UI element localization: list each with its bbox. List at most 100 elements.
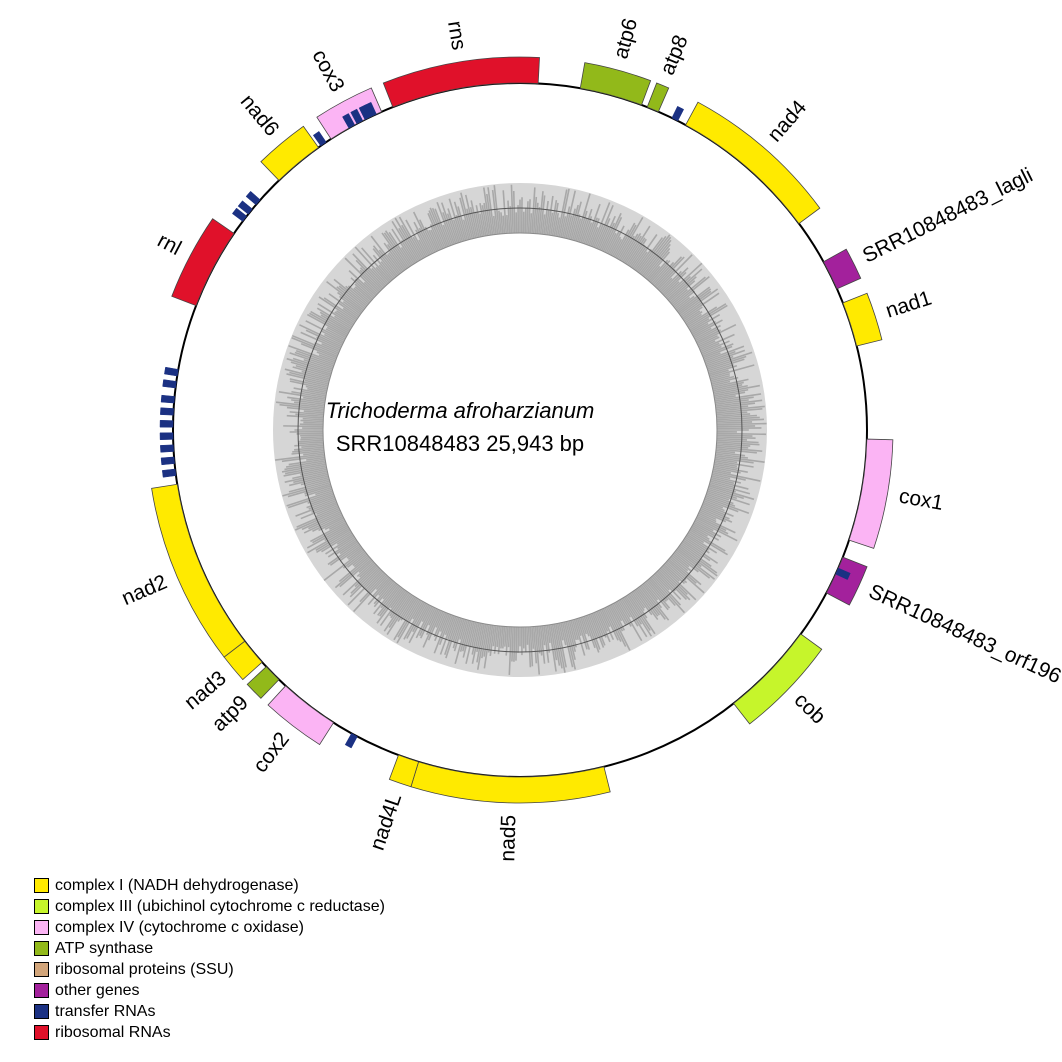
gc-bar bbox=[460, 192, 474, 240]
gc-bar bbox=[680, 542, 703, 558]
gc-bar bbox=[713, 466, 741, 474]
gc-bar bbox=[356, 561, 375, 578]
trna-block bbox=[162, 379, 177, 389]
gc-bar bbox=[678, 545, 718, 574]
gc-bar bbox=[568, 204, 579, 240]
gc-bar bbox=[558, 188, 570, 238]
gc-bar bbox=[560, 622, 567, 646]
gc-bar bbox=[686, 533, 718, 554]
gc-bar bbox=[531, 187, 536, 234]
gc-bar bbox=[570, 201, 582, 240]
gc-bar bbox=[400, 246, 414, 266]
gc-bar bbox=[283, 466, 327, 477]
gc-bar bbox=[296, 507, 340, 528]
gc-bar bbox=[412, 601, 424, 620]
gc-bar bbox=[608, 605, 624, 632]
gc-bar bbox=[352, 253, 385, 288]
gc-bar bbox=[384, 230, 411, 268]
gc-bar bbox=[316, 336, 342, 350]
gc-bar bbox=[301, 444, 324, 449]
gc-bar bbox=[712, 470, 761, 482]
gc-bar bbox=[702, 343, 734, 357]
gc-bar bbox=[492, 215, 497, 235]
gene-block-cox3 bbox=[316, 87, 383, 140]
legend-item: transfer RNAs bbox=[34, 1001, 385, 1022]
gc-bar bbox=[471, 622, 480, 655]
gc-bar bbox=[318, 354, 336, 362]
gc-bar bbox=[589, 227, 599, 247]
gc-bar bbox=[648, 259, 669, 282]
gc-bar bbox=[599, 215, 616, 251]
gc-bar bbox=[327, 538, 357, 558]
gc-bar bbox=[659, 270, 682, 293]
gc-bar bbox=[534, 202, 539, 234]
gc-bar bbox=[288, 480, 330, 493]
gc-bar bbox=[288, 458, 326, 466]
gc-bar bbox=[380, 584, 400, 609]
gc-bar bbox=[321, 342, 340, 353]
gc-bar bbox=[321, 330, 345, 343]
gc-bar bbox=[596, 611, 611, 643]
gc-bar bbox=[580, 617, 588, 635]
gc-bar bbox=[347, 569, 383, 606]
gene-label-nad4l: nad4L bbox=[366, 791, 407, 854]
gc-bar bbox=[713, 465, 748, 474]
gc-bar bbox=[682, 539, 719, 564]
gc-bar bbox=[289, 475, 329, 487]
gc-bar bbox=[325, 328, 346, 340]
gc-bar bbox=[462, 620, 474, 658]
gc-bar bbox=[380, 261, 396, 279]
legend-item: ATP synthase bbox=[34, 938, 385, 959]
gc-bar bbox=[294, 351, 334, 367]
gc-bar bbox=[439, 615, 455, 655]
gc-bar bbox=[305, 329, 342, 348]
gc-bar bbox=[617, 600, 643, 642]
gc-bar bbox=[586, 614, 601, 650]
gc-bar bbox=[642, 239, 672, 277]
gc-bar bbox=[675, 295, 695, 311]
gc-bar bbox=[527, 626, 532, 668]
gc-bar bbox=[690, 314, 721, 333]
gc-bar bbox=[319, 311, 351, 331]
gc-bar bbox=[336, 286, 366, 310]
legend-item: complex III (ubichinol cytochrome c redu… bbox=[34, 896, 385, 917]
gc-bar bbox=[515, 626, 518, 661]
gc-bar bbox=[707, 355, 747, 370]
gc-bar bbox=[636, 237, 664, 273]
gc-bar bbox=[339, 558, 372, 588]
gc-bar bbox=[400, 596, 417, 621]
trna-block bbox=[160, 394, 175, 404]
gc-bar bbox=[578, 217, 588, 243]
gc-bar bbox=[300, 331, 341, 351]
gc-bar bbox=[643, 243, 671, 278]
gc-bar bbox=[301, 370, 330, 380]
legend-swatch bbox=[34, 878, 49, 893]
gc-bar bbox=[571, 619, 579, 641]
genome-id-length: SRR10848483 25,943 bp bbox=[336, 431, 584, 456]
gc-bar bbox=[628, 593, 656, 635]
gc-bar bbox=[440, 202, 457, 244]
gc-bar bbox=[693, 521, 722, 538]
gc-bar bbox=[700, 342, 720, 353]
gc-bar bbox=[702, 501, 725, 512]
gc-bar bbox=[457, 206, 469, 241]
gc-bar bbox=[668, 558, 697, 584]
gc-bar bbox=[546, 195, 554, 236]
gc-bar bbox=[712, 471, 746, 481]
gc-bar bbox=[492, 625, 497, 647]
gc-bar bbox=[704, 345, 745, 362]
gc-bar bbox=[435, 611, 444, 628]
gc-bar bbox=[386, 243, 407, 271]
gc-bar bbox=[588, 218, 600, 246]
trna-block bbox=[162, 468, 177, 478]
gc-bar bbox=[534, 626, 541, 675]
gc-bar bbox=[689, 318, 710, 331]
gc-bar bbox=[292, 448, 324, 453]
gc-bar bbox=[334, 557, 371, 589]
legend-item: ribosomal RNAs bbox=[34, 1022, 385, 1043]
gc-bar bbox=[679, 543, 712, 568]
legend-label: complex IV (cytochrome c oxidase) bbox=[55, 918, 304, 936]
gc-bar bbox=[575, 618, 582, 637]
gc-bar bbox=[686, 306, 718, 327]
gc-bar bbox=[594, 611, 607, 638]
